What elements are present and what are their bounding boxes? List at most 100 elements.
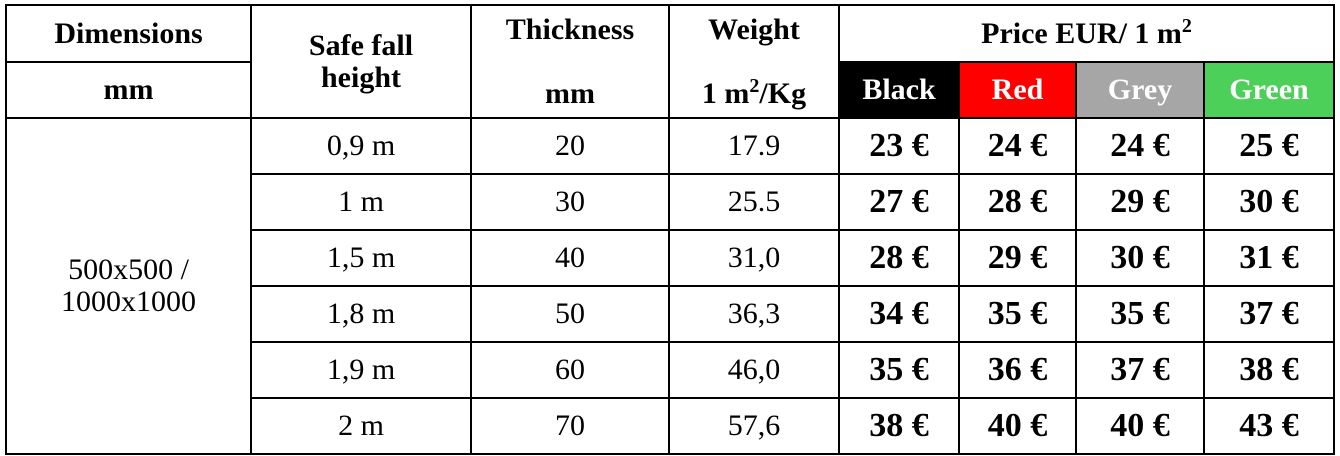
cell-text: 37 € [1239, 295, 1299, 332]
header-text: Red [991, 73, 1044, 106]
cell-text: 30 [555, 185, 585, 218]
price-cell: 29 € [958, 229, 1077, 287]
table-row: 500x500 /1000x1000 0,9 m 20 17.9 23 € 24 € 24 … [5, 117, 1336, 455]
price-cell: 28 € [958, 173, 1077, 231]
cell-text: 29 € [1110, 183, 1170, 220]
data-cell: 36,3 [668, 285, 840, 343]
header-text: Weight [708, 12, 800, 46]
data-cell: 17.9 [668, 117, 840, 175]
cell-text: 34 € [869, 295, 929, 332]
price-cell: 23 € [838, 117, 960, 175]
price-cell: 30 € [1202, 173, 1336, 231]
cell-text: 30 € [1239, 183, 1299, 220]
header-text: Safe fall [308, 28, 414, 62]
superscript: 2 [1181, 14, 1192, 37]
cell-text: 28 € [987, 183, 1048, 220]
cell-text: 27 € [869, 183, 929, 220]
price-cell: 35 € [838, 341, 960, 399]
header-text: mm [545, 76, 595, 110]
cell-text: 50 [555, 297, 585, 330]
cell-text: 35 € [987, 295, 1048, 332]
data-cell: 50 [470, 285, 670, 343]
price-cell: 37 € [1075, 341, 1205, 399]
cell-text: 30 € [1110, 239, 1170, 276]
header-cell: Thickness mm [470, 4, 670, 119]
color-header: Red [958, 61, 1077, 119]
cell-text: 1 m [338, 185, 384, 218]
price-cell: 38 € [838, 397, 960, 455]
price-cell: 40 € [1075, 397, 1205, 455]
price-cell: 35 € [958, 285, 1077, 343]
table-row: 2 m 70 57,6 38 € 40 € 40 € 43 € [6, 397, 1336, 455]
cell-text: 43 € [1239, 407, 1299, 444]
header-text: Green [1229, 73, 1309, 106]
table-row: 1 m 30 25.5 27 € 28 € 29 € 30 € [6, 173, 1336, 231]
cell-text: 17.9 [727, 129, 781, 162]
cell-text: 35 € [1110, 295, 1170, 332]
cell-text: 28 € [869, 239, 929, 276]
table-row: 1,8 m 50 36,3 34 € 35 € 35 € 37 € [6, 285, 1336, 343]
header-cell: Price EUR/ 1 m2 [837, 4, 1336, 63]
cell-text: 40 € [1110, 407, 1170, 444]
cell-text: 46,0 [727, 353, 781, 386]
color-header: Grey [1075, 61, 1205, 119]
header-text: Black [862, 73, 936, 106]
header-text: 1 m [701, 76, 750, 110]
price-cell: 40 € [958, 397, 1077, 455]
dimensions-cell: 500x500 /1000x1000 [5, 117, 252, 455]
cell-text: 38 € [869, 407, 929, 444]
data-cell: 1,8 m [250, 285, 472, 343]
data-cell: 1,5 m [250, 229, 472, 287]
data-cell: 2 m [250, 397, 472, 455]
header-text: height [320, 60, 401, 94]
price-cell: 24 € [1075, 117, 1205, 175]
cell-text: 2 m [338, 409, 384, 442]
cell-text: 70 [555, 409, 585, 442]
cell-text: 1,8 m [326, 297, 396, 330]
data-cell: 30 [470, 173, 670, 231]
data-cell: 0,9 m [250, 117, 472, 175]
price-cell: 35 € [1075, 285, 1205, 343]
price-cell: 24 € [958, 117, 1077, 175]
cell-text: 20 [555, 129, 585, 162]
data-cell: 70 [470, 397, 670, 455]
header-cell: Weight 1 m2/Kg [668, 4, 840, 119]
header-text: Grey [1107, 73, 1173, 106]
data-cell: 40 [470, 229, 670, 287]
data-cell: 31,0 [668, 229, 840, 287]
cell-text: 1000x1000 [61, 285, 196, 318]
cell-text: 31,0 [727, 241, 781, 274]
header-text: Price EUR/ 1 m [981, 16, 1182, 50]
cell-text: 40 € [987, 407, 1048, 444]
cell-text: 29 € [987, 239, 1048, 276]
price-cell: 37 € [1202, 285, 1336, 343]
price-cell: 25 € [1202, 117, 1336, 175]
data-cell: 1 m [250, 173, 472, 231]
cell-text: 40 [555, 241, 585, 274]
price-cell: 29 € [1075, 173, 1205, 231]
cell-text: 23 € [869, 127, 929, 164]
cell-text: 1,9 m [326, 353, 396, 386]
price-cell: 34 € [838, 285, 960, 343]
cell-text: 31 € [1239, 239, 1299, 276]
cell-text: 500x500 / [68, 253, 189, 286]
cell-text: 25 € [1239, 127, 1299, 164]
header-text: Thickness [505, 12, 635, 46]
cell-text: 36 € [987, 351, 1048, 388]
data-cell: 57,6 [668, 397, 840, 455]
data-cell: 60 [470, 341, 670, 399]
cell-text: 36,3 [727, 297, 781, 330]
cell-text: 0,9 m [326, 129, 396, 162]
price-cell: 36 € [958, 341, 1077, 399]
cell-text: 37 € [1110, 351, 1170, 388]
table-row: 1,9 m 60 46,0 35 € 36 € 37 € 38 € [6, 341, 1336, 399]
color-header: Green [1202, 61, 1336, 119]
cell-text: 1,5 m [326, 241, 396, 274]
header-text: mm [103, 73, 154, 106]
header-text: /Kg [759, 76, 807, 110]
data-cell: 1,9 m [250, 341, 472, 399]
header-cell: mm [5, 61, 252, 119]
price-cell: 28 € [838, 229, 960, 287]
data-cell: 20 [470, 117, 670, 175]
